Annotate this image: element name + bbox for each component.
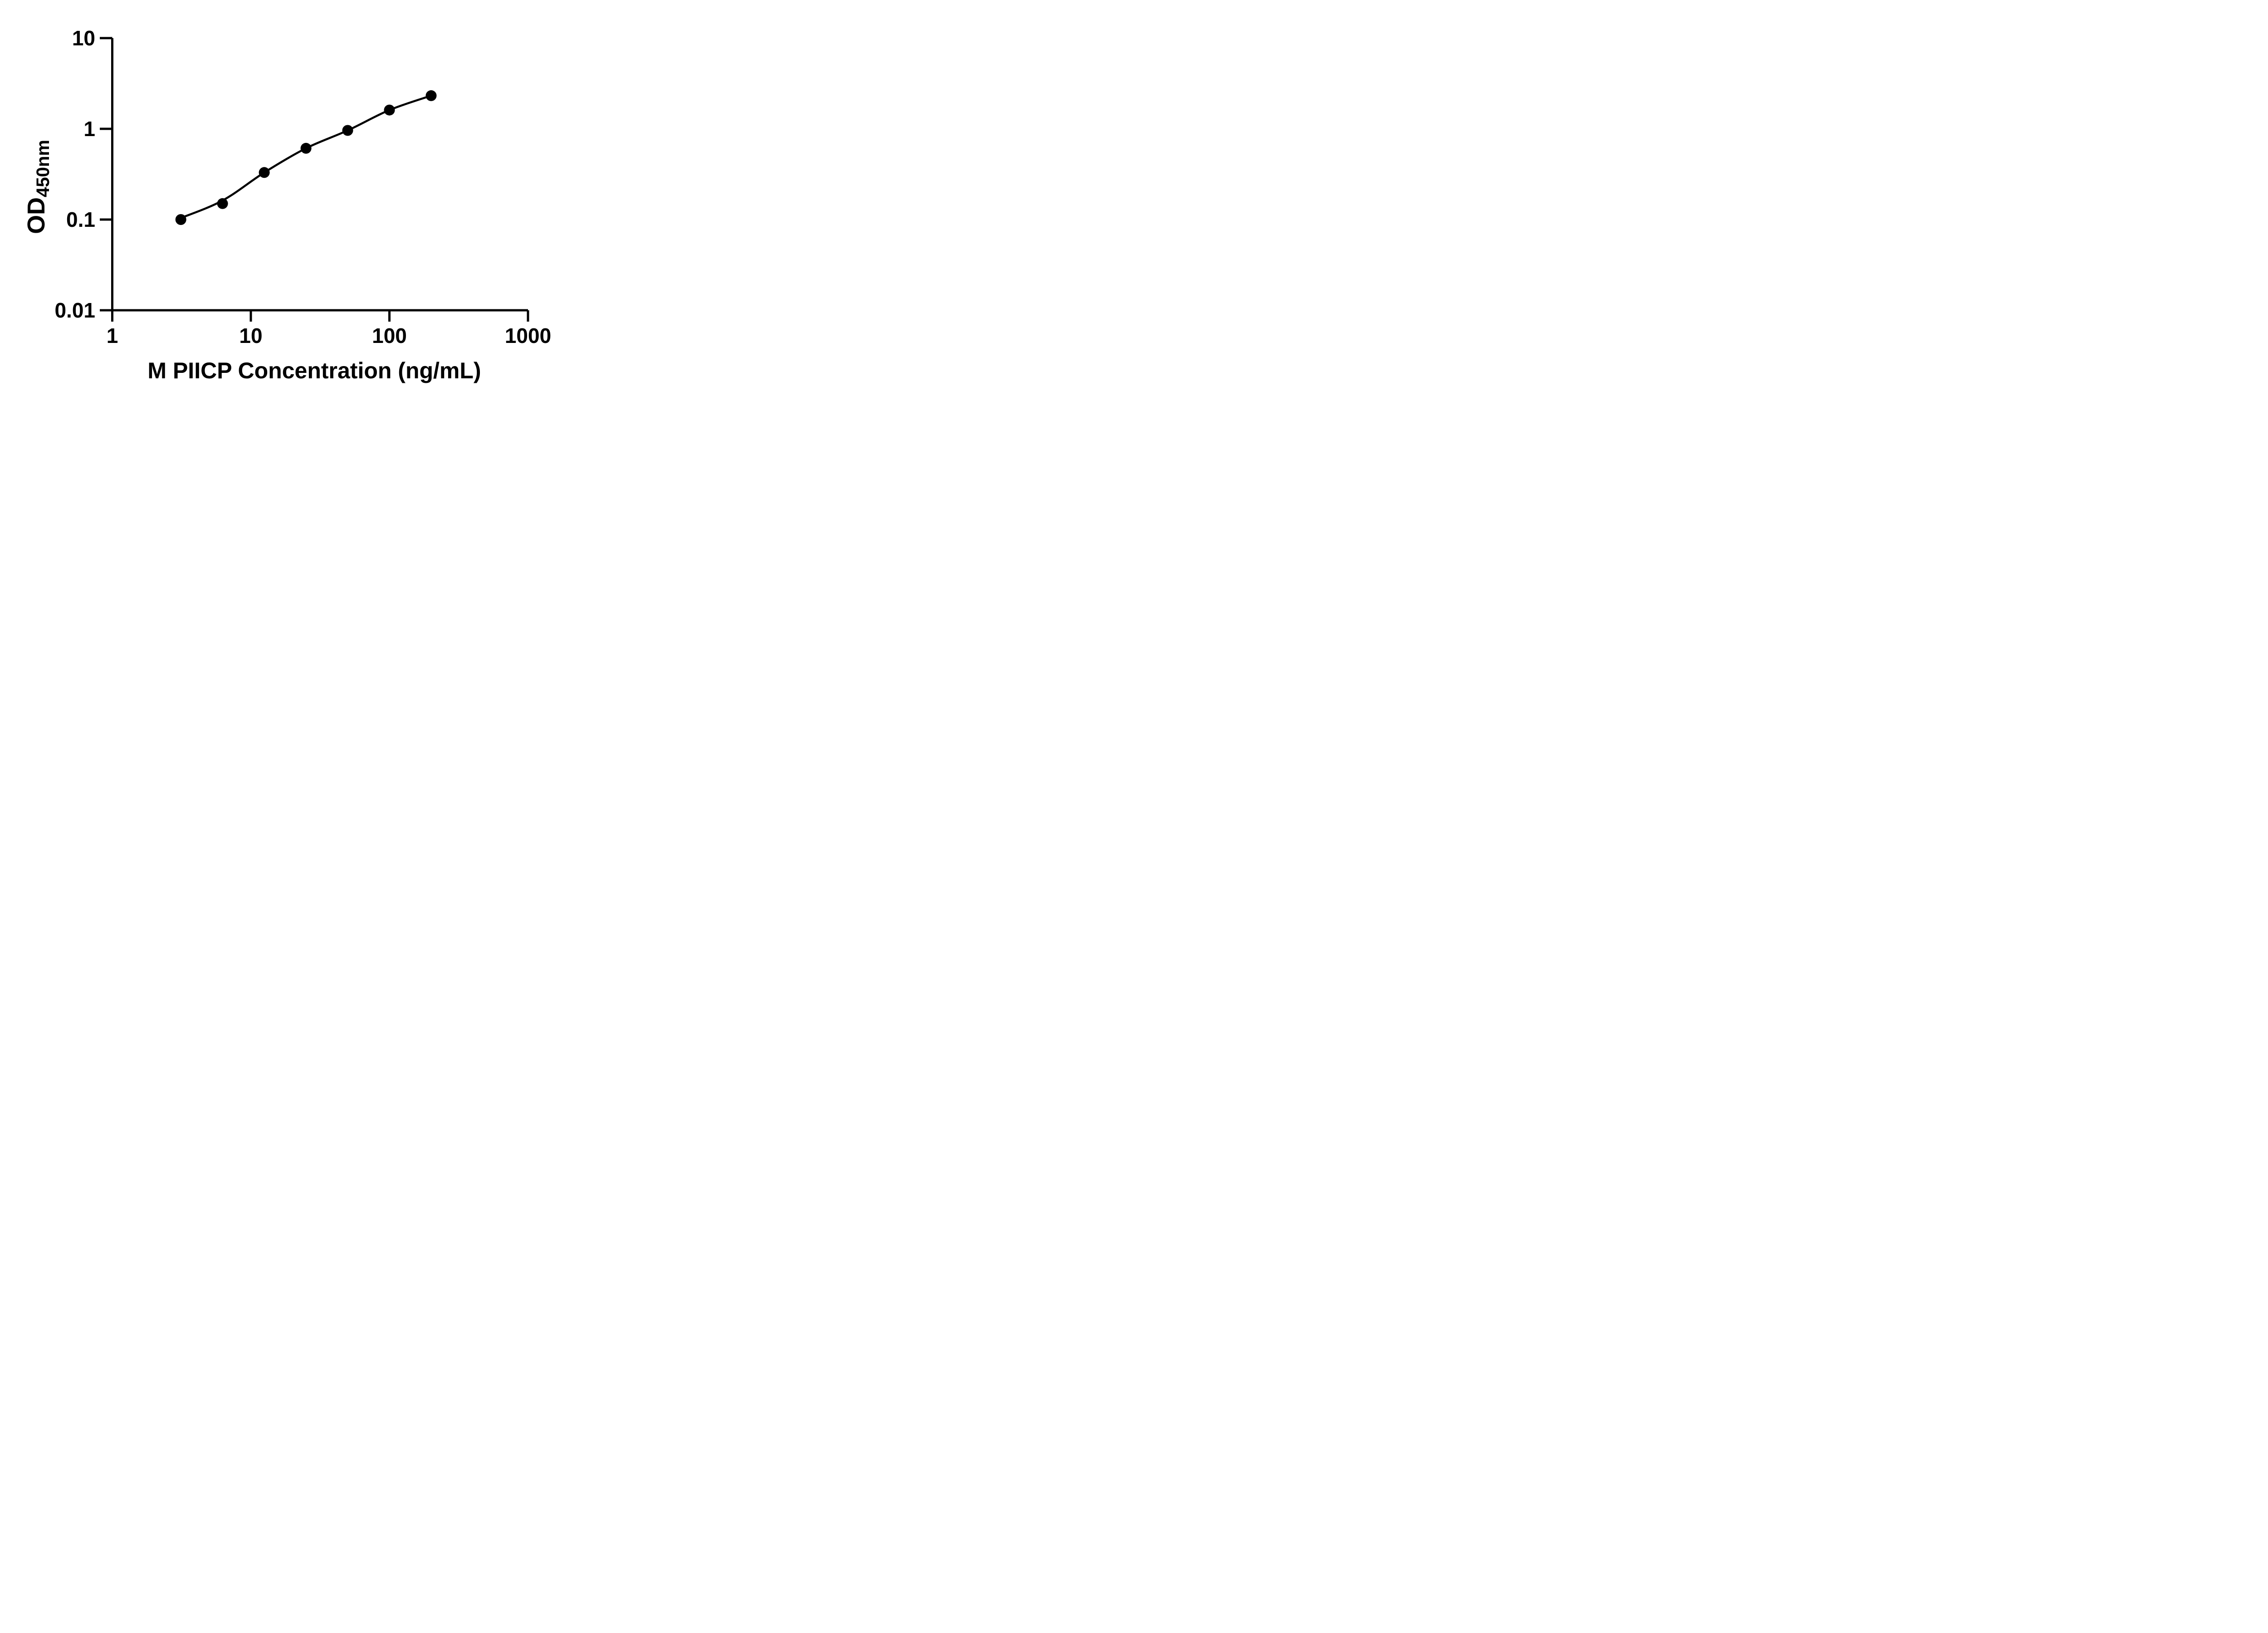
x-tick-label-1000: 1000 [505, 324, 551, 347]
plot-area: 10 1 0.1 0.01 1 10 100 1000 [54, 26, 551, 347]
y-axis-title-main: OD [23, 197, 50, 234]
data-point-marker-3 [259, 167, 270, 178]
y-tick-label-0.1: 0.1 [66, 208, 95, 231]
y-tick-label-1: 1 [83, 117, 95, 141]
x-tick-label-1: 1 [107, 324, 118, 347]
data-point-marker-7 [425, 90, 437, 101]
y-tick-label-10: 10 [72, 26, 95, 50]
y-axis-title-subscript: 450nm [33, 140, 53, 197]
data-point-marker-5 [342, 125, 353, 136]
x-tick-label-100: 100 [372, 324, 407, 347]
standard-curve-figure: 10 1 0.1 0.01 1 10 100 1000 OD450nm M PIICP Con… [0, 0, 583, 408]
y-axis-title: OD450nm [22, 69, 53, 305]
fit-curve [180, 94, 432, 219]
data-point-marker-4 [300, 142, 312, 154]
data-point-marker-6 [384, 104, 395, 116]
data-point-marker-1 [175, 214, 186, 225]
y-tick-label-0.01: 0.01 [54, 298, 95, 322]
axes [111, 38, 528, 322]
x-axis-title: M PIICP Concentration (ng/mL) [147, 358, 481, 383]
data-point-marker-2 [217, 198, 228, 209]
x-tick-label-10: 10 [239, 324, 262, 347]
